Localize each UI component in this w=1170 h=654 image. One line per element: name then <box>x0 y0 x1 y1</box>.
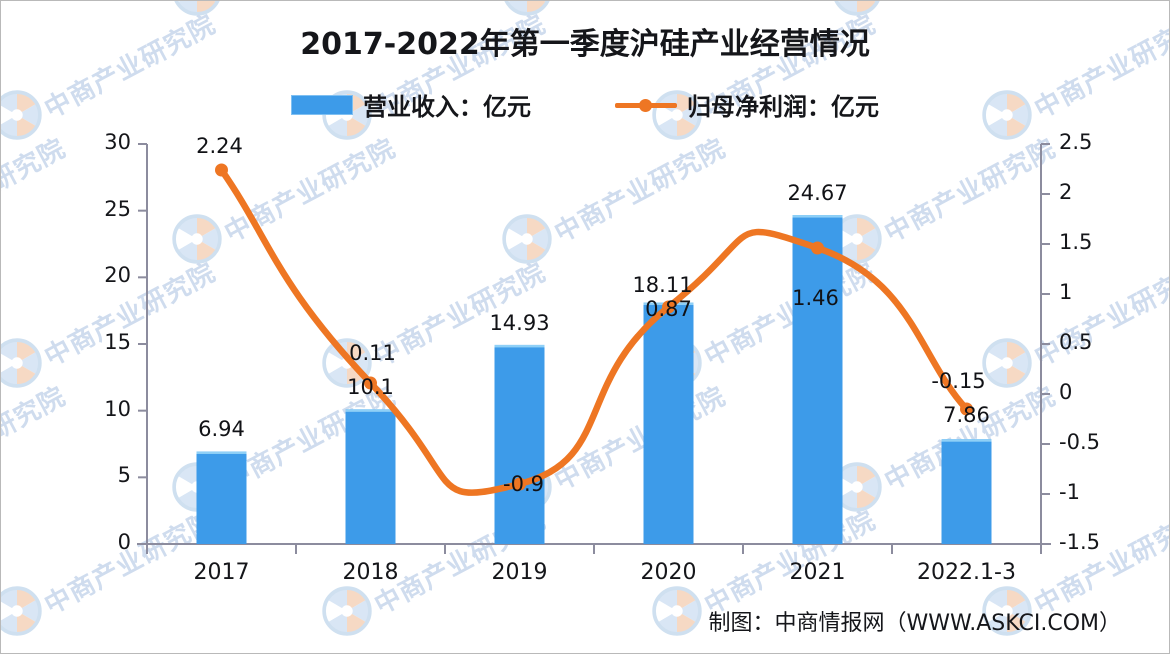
y-axis-right-tick: -1.5 <box>1059 530 1100 554</box>
legend-line-swatch-icon <box>615 95 677 115</box>
bar-2019[interactable] <box>494 344 545 544</box>
x-axis-tick-2019: 2019 <box>491 560 548 585</box>
bar-2021[interactable] <box>792 215 843 545</box>
bar-2020[interactable] <box>643 302 694 544</box>
line-value-label-2018: 0.11 <box>349 341 396 365</box>
line-value-label-2017: 2.24 <box>196 134 243 158</box>
y-axis-right-tick: 1.5 <box>1059 230 1093 254</box>
y-axis-right-tick: 0.5 <box>1059 330 1093 354</box>
bar-2022.1-3[interactable] <box>941 439 992 544</box>
bar-value-label-2019: 14.93 <box>489 310 550 335</box>
bar-value-label-2022.1-3: 7.86 <box>943 403 990 428</box>
y-axis-right-tick: 2 <box>1059 180 1073 204</box>
line-point-2017[interactable] <box>215 163 228 177</box>
line-point-2020[interactable] <box>662 300 675 314</box>
line-value-label-2021: 1.46 <box>792 286 839 310</box>
y-axis-right-tick: 0 <box>1059 380 1073 404</box>
y-axis-left-tick: 0 <box>117 530 131 554</box>
y-axis-left-tick: 30 <box>104 130 131 154</box>
y-axis-left-tick: 10 <box>104 396 131 421</box>
bar-2018[interactable] <box>345 409 396 544</box>
x-axis-tick-2021: 2021 <box>789 560 846 585</box>
bar-value-label-2021: 24.67 <box>787 181 848 206</box>
x-axis-tick-2017: 2017 <box>193 560 250 585</box>
y-axis-left-tick: 25 <box>104 196 131 221</box>
y-axis-right-tick: 1 <box>1059 280 1073 304</box>
bar-value-label-2018: 10.1 <box>347 375 394 400</box>
y-axis-right-tick: -1 <box>1059 480 1080 504</box>
legend-item-net-profit[interactable]: 归母净利润：亿元 <box>615 87 879 122</box>
line-value-label-2019: -0.9 <box>503 472 544 496</box>
x-axis-tick-2020: 2020 <box>640 560 697 585</box>
line-value-label-2022.1-3: -0.15 <box>931 369 986 393</box>
bar-value-label-2020: 18.11 <box>632 272 693 297</box>
y-axis-left-tick: 20 <box>104 263 131 288</box>
line-series-net-profit[interactable] <box>218 166 970 496</box>
chart-footer: 制图：中商情报网（WWW.ASKCI.COM） <box>708 611 1121 636</box>
line-point-2021[interactable] <box>811 241 824 255</box>
line-point-2022.1-3[interactable] <box>960 402 973 416</box>
x-axis-tick-2022.1-3: 2022.1-3 <box>917 560 1016 585</box>
legend-label-revenue: 营业收入：亿元 <box>363 93 531 121</box>
bar-2017[interactable] <box>196 451 247 544</box>
line-value-label-2020: 0.87 <box>645 297 692 321</box>
bar-value-label-2017: 6.94 <box>198 417 245 442</box>
y-axis-right-tick: -0.5 <box>1059 430 1100 454</box>
legend-label-net-profit: 归母净利润：亿元 <box>687 93 879 121</box>
y-axis-left-tick: 5 <box>117 463 131 488</box>
chart-title: 2017-2022年第一季度沪硅产业经营情况 <box>300 27 870 62</box>
chart-legend: 营业收入：亿元 归母净利润：亿元 <box>1 87 1169 122</box>
x-axis-tick-2018: 2018 <box>342 560 399 585</box>
y-axis-right-tick: 2.5 <box>1059 130 1093 154</box>
y-axis-left-tick: 15 <box>104 330 131 354</box>
